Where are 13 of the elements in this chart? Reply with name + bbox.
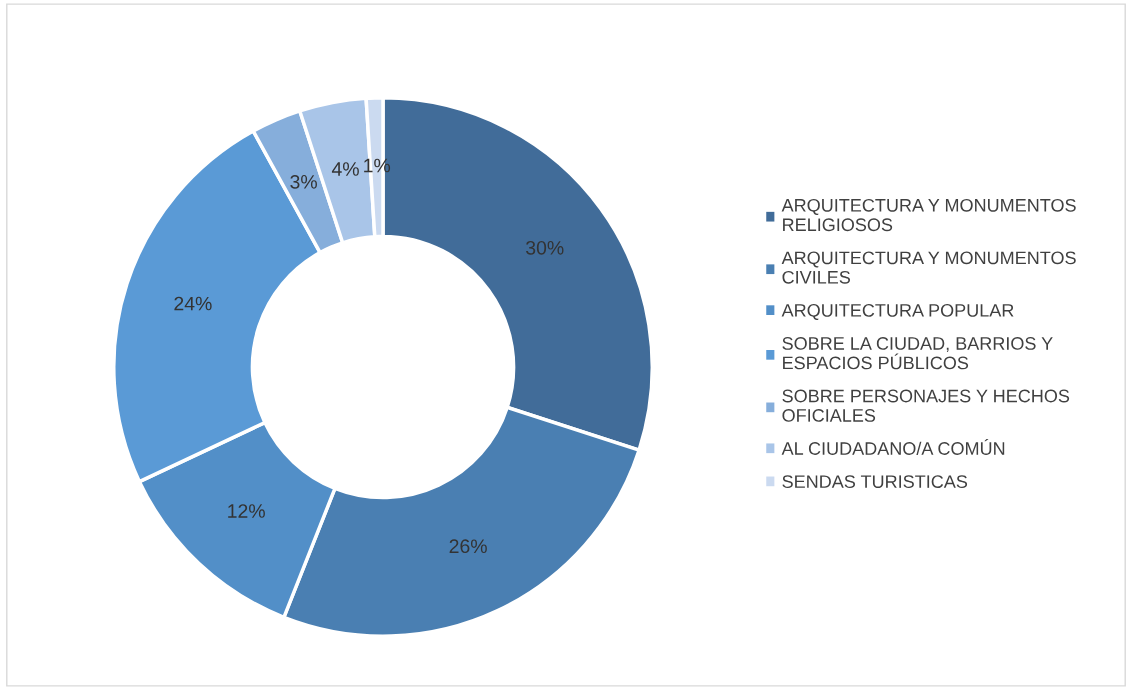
data-label: 24% (174, 296, 212, 311)
legend-label: SOBRE PERSONAJES Y HECHOS OFICIALES (782, 389, 1070, 422)
legend-label: ARQUITECTURA Y MONUMENTOS RELIGIOSOS (781, 198, 1076, 232)
data-label: 3% (290, 174, 317, 189)
data-label: 4% (331, 162, 359, 176)
legend-label: ARQUITECTURA Y MONUMENTOS CIVILES (781, 251, 1076, 284)
data-label: 12% (228, 504, 265, 518)
legend-label: SENDAS TURISTICAS (782, 475, 968, 488)
data-label: 30% (526, 240, 564, 255)
legend-label: AL CIUDADANO/A COMÚN (781, 439, 1005, 455)
legend-label: SOBRE LA CIUDAD, BARRIOS Y ESPACIOS PÚBLICOS (782, 337, 1053, 370)
legend-label: ARQUITECTURA POPULAR (781, 303, 1014, 320)
data-label: 26% (449, 539, 487, 554)
